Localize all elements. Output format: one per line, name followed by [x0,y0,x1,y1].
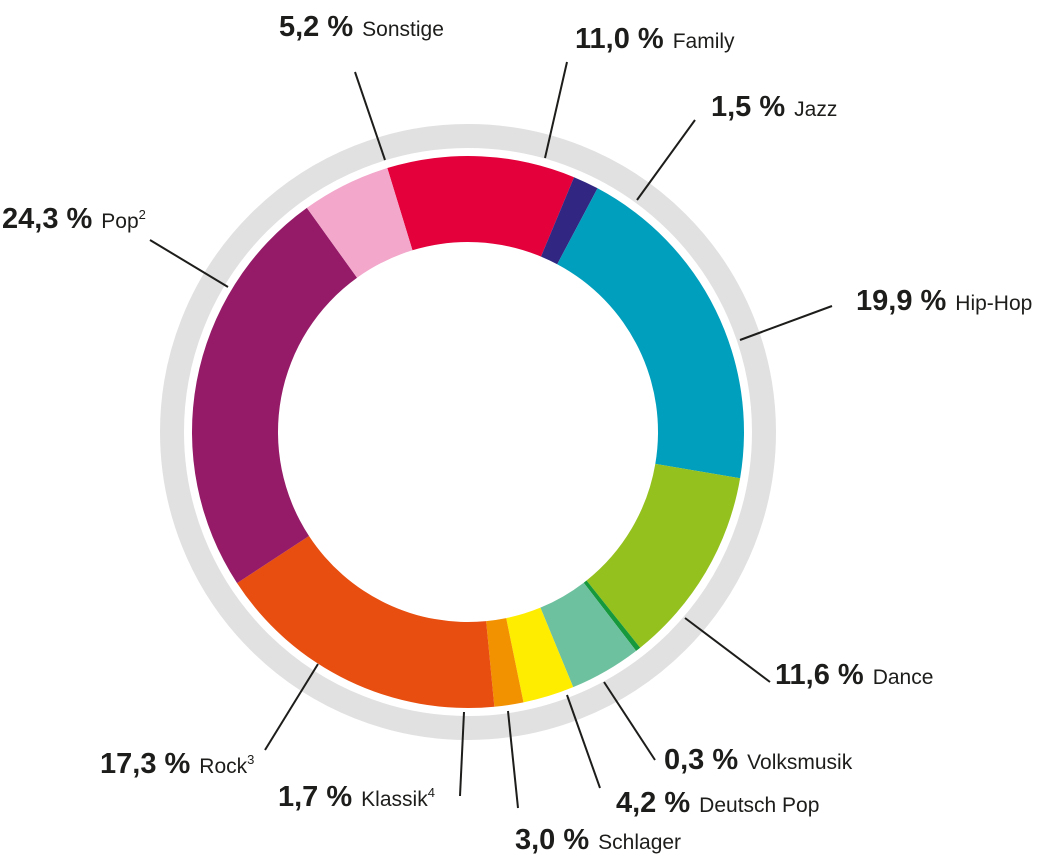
pie-slice-volksmusik [583,580,641,651]
slices-layer [191,155,744,709]
data-label-dance: 11,6 % Dance [775,659,933,691]
pie-slice-jazz [541,177,598,265]
pie-slice-pop [191,207,358,584]
data-label-klassik: 1,7 % Klassik4 [278,781,435,813]
data-label-hiphop: 19,9 % Hip-Hop [856,285,1032,317]
pie-slice-klassik [486,618,524,707]
leader-line-dance [684,617,771,683]
leader-line-pop [149,239,229,288]
data-label-sonstige: 5,2 % Sonstige [279,11,444,43]
leader-line-hiphop [739,305,833,341]
pie-slice-deutschpop [540,582,637,688]
pie-slice-sonstige [306,168,413,278]
outer-ring-track [160,124,776,740]
data-label-pop: 24,3 % Pop2 [2,203,146,235]
leader-line-volksmusik [603,681,656,761]
leader-line-klassik [459,711,465,797]
pie-slice-dance [586,463,741,648]
leader-line-rock [264,663,319,751]
pie-slice-rock [237,536,495,709]
leader-lines [149,61,833,809]
data-label-family: 11,0 % Family [575,23,735,55]
leader-line-schlager [507,710,519,809]
data-labels: 5,2 % Sonstige 11,0 % Family 1,5 % Jazz 24,… [2,11,1032,856]
leader-line-family [544,61,568,159]
data-label-deutschpop: 4,2 % Deutsch Pop [616,787,819,819]
leader-line-jazz [636,119,696,201]
pie-slice-family [387,155,575,257]
data-label-volksmusik: 0,3 % Volksmusik [664,744,853,776]
pie-slice-hiphop [557,188,744,479]
leader-line-deutschpop [566,694,601,789]
pie-slice-schlager [506,607,574,703]
data-label-jazz: 1,5 % Jazz [711,91,837,123]
data-label-rock: 17,3 % Rock3 [100,748,254,780]
data-label-schlager: 3,0 % Schlager [515,824,681,856]
leader-line-sonstige [354,71,386,161]
